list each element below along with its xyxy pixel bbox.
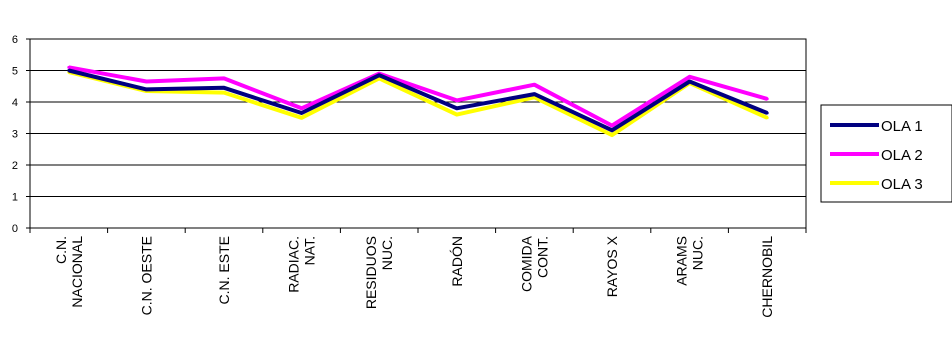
legend-item: OLA 2 xyxy=(830,147,923,164)
x-tick-labels: C.N. NACIONAL C.N. OESTE C.N. ESTE RADIAC. NA… xyxy=(53,235,775,317)
x-tick-label-line: CONT. xyxy=(534,236,550,278)
x-tick-label-line: NAT. xyxy=(302,236,318,265)
x-tick-label-line: COMIDA xyxy=(518,235,534,292)
data-point xyxy=(300,116,304,120)
series-line xyxy=(68,70,769,138)
data-point xyxy=(377,73,381,77)
data-point xyxy=(532,83,536,87)
legend: OLA 1 OLA 2 OLA 3 xyxy=(820,104,952,203)
y-tick-label: 5 xyxy=(12,66,18,78)
data-point xyxy=(455,106,459,110)
x-tick-label-line: C.N. xyxy=(53,236,69,264)
x-tick-label: CHERNOBIL xyxy=(759,236,775,318)
x-tick-label: C.N. ESTE xyxy=(216,236,232,304)
series-lines xyxy=(67,65,769,138)
series-ola-1 xyxy=(67,68,769,133)
y-tick-label: 2 xyxy=(12,160,18,172)
x-tick-label: C.N. OESTE xyxy=(138,236,154,315)
x-tick-label-line: C.N. ESTE xyxy=(216,236,232,304)
x-tick-label: RESIDUOS NUC. xyxy=(363,236,395,309)
y-tick-label: 6 xyxy=(12,34,18,46)
data-point xyxy=(222,76,226,80)
data-point xyxy=(610,124,614,128)
data-point xyxy=(144,80,148,84)
x-tick-label: ARAMS NUC. xyxy=(674,236,706,286)
x-tick-label-line: RADÓN xyxy=(449,236,465,287)
x-tick-label-line: RAYOS X xyxy=(604,235,620,297)
data-point xyxy=(610,133,614,137)
data-point xyxy=(144,87,148,91)
series-line xyxy=(68,68,768,133)
x-tick-label-line: C.N. OESTE xyxy=(138,236,154,315)
x-tick-label-line: RESIDUOS xyxy=(363,236,379,309)
data-point xyxy=(688,80,692,84)
x-tick-label-line: ARAMS xyxy=(674,236,690,286)
series-line xyxy=(68,65,768,128)
legend-item: OLA 3 xyxy=(830,176,923,193)
data-point xyxy=(610,128,614,132)
data-point xyxy=(765,97,769,101)
x-tick-label-line: NACIONAL xyxy=(69,236,85,308)
data-point xyxy=(532,92,536,96)
x-tick-label-line: NUC. xyxy=(690,236,706,270)
x-tick-label: RAYOS X xyxy=(604,235,620,297)
data-point xyxy=(67,65,71,69)
y-tick-label: 1 xyxy=(12,192,18,204)
legend-item: OLA 1 xyxy=(830,118,923,135)
data-point xyxy=(300,106,304,110)
y-tick-label: 4 xyxy=(12,97,18,109)
x-tick-label: RADIAC. NAT. xyxy=(286,236,318,293)
series-ola-2 xyxy=(67,65,769,128)
data-point xyxy=(688,75,692,79)
data-point xyxy=(765,111,769,115)
data-point xyxy=(455,98,459,102)
x-tick-label: RADÓN xyxy=(449,236,465,287)
x-tick-label-line: CHERNOBIL xyxy=(759,236,775,318)
data-point xyxy=(67,69,71,72)
data-point xyxy=(300,111,304,115)
y-tick-label: 3 xyxy=(12,129,18,141)
legend-label: OLA 2 xyxy=(881,147,923,164)
x-tick-label: COMIDA CONT. xyxy=(518,235,550,292)
x-tick-label-line: NUC. xyxy=(379,236,395,270)
y-tick-label: 0 xyxy=(12,223,18,235)
data-point xyxy=(222,86,226,90)
y-tick-labels: 0 1 2 3 4 5 6 xyxy=(12,34,18,235)
x-tick-label: C.N. NACIONAL xyxy=(53,236,85,308)
data-point xyxy=(222,91,226,95)
x-tick-label-line: RADIAC. xyxy=(286,236,302,293)
gridlines xyxy=(30,70,806,197)
data-point xyxy=(765,116,769,120)
legend-label: OLA 1 xyxy=(881,118,923,135)
axes xyxy=(26,38,807,233)
legend-label: OLA 3 xyxy=(881,176,923,193)
data-point xyxy=(455,113,459,117)
